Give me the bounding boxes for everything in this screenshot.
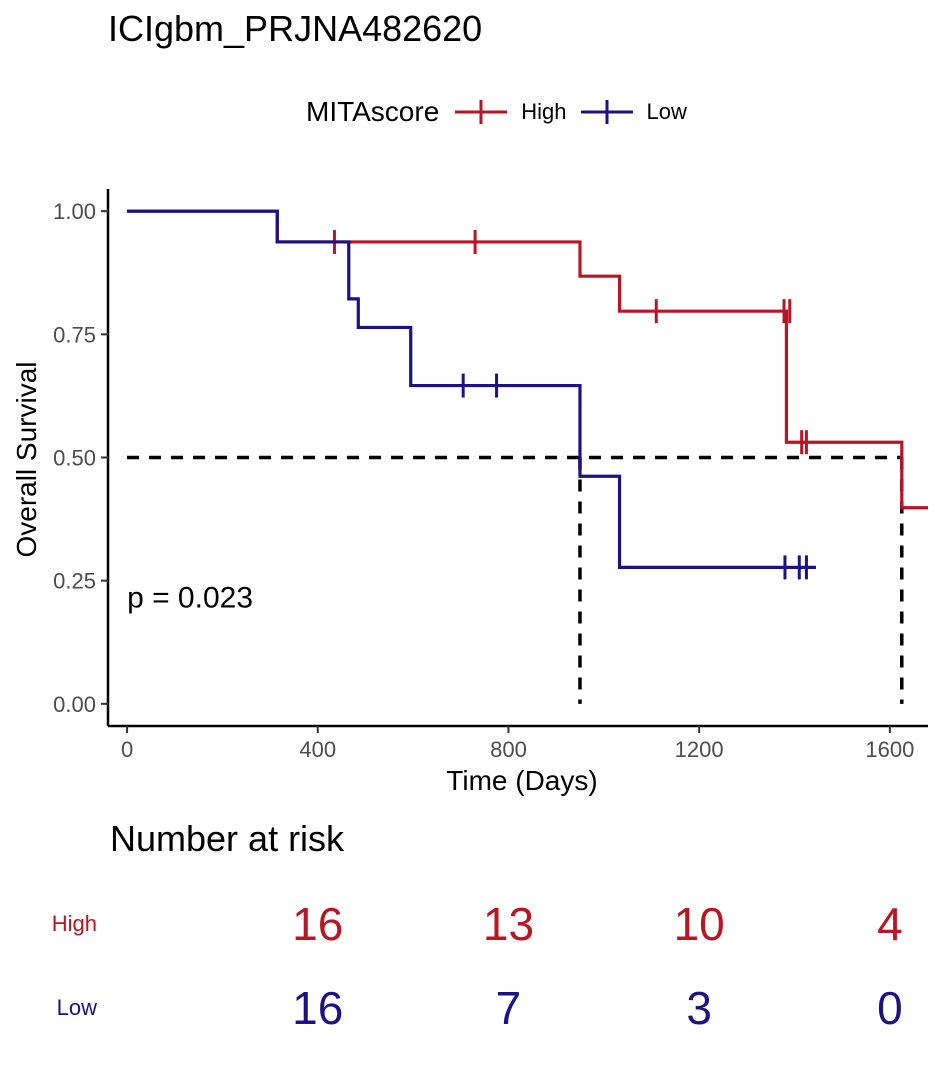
risk-table-title: Number at risk: [110, 818, 345, 859]
x-tick-label-3: 1200: [675, 737, 724, 762]
legend-label-low: Low: [646, 99, 687, 124]
risk-count-low-3: 0: [877, 982, 903, 1034]
risk-count-high-2: 10: [673, 898, 725, 950]
risk-count-low-1: 7: [495, 982, 522, 1034]
page-title: ICIgbm_PRJNA482620: [108, 8, 483, 49]
legend-key-low: [580, 100, 633, 124]
risk-count-high-3: 4: [877, 898, 903, 950]
legend-item-high: High: [455, 97, 567, 127]
y-tick-label-3: 0.75: [53, 322, 96, 347]
y-tick-label-0: 0.00: [53, 692, 96, 717]
risk-count-high-1: 13: [482, 898, 535, 950]
x-axis-title: Time (Days): [446, 765, 597, 796]
x-tick-label-1: 400: [299, 737, 336, 762]
legend-item-low: Low: [580, 97, 687, 127]
x-tick-label-2: 800: [490, 737, 527, 762]
p-value-annotation: p = 0.023: [127, 581, 253, 614]
risk-count-low-2: 3: [686, 982, 712, 1034]
legend-key-high: [455, 100, 508, 124]
y-tick-label-4: 1.00: [53, 199, 96, 224]
x-tick-label-4: 1600: [865, 737, 914, 762]
risk-row-label-low: Low: [56, 995, 97, 1020]
plot-area: [127, 209, 928, 704]
legend-title: MITAscore: [306, 96, 440, 127]
y-tick-label-2: 0.50: [53, 446, 96, 471]
risk-count-high-0: 16: [292, 898, 344, 950]
risk-row-label-high: High: [51, 911, 97, 936]
y-axis-title: Overall Survival: [11, 361, 42, 557]
legend: MITAscore High Low: [306, 92, 701, 132]
x-tick-label-0: 0: [121, 737, 133, 762]
survival-curve-low: [127, 209, 816, 569]
risk-count-low-0: 16: [292, 982, 344, 1034]
survival-curve-high: [127, 209, 928, 510]
y-tick-label-1: 0.25: [53, 569, 96, 594]
legend-label-high: High: [521, 99, 567, 124]
